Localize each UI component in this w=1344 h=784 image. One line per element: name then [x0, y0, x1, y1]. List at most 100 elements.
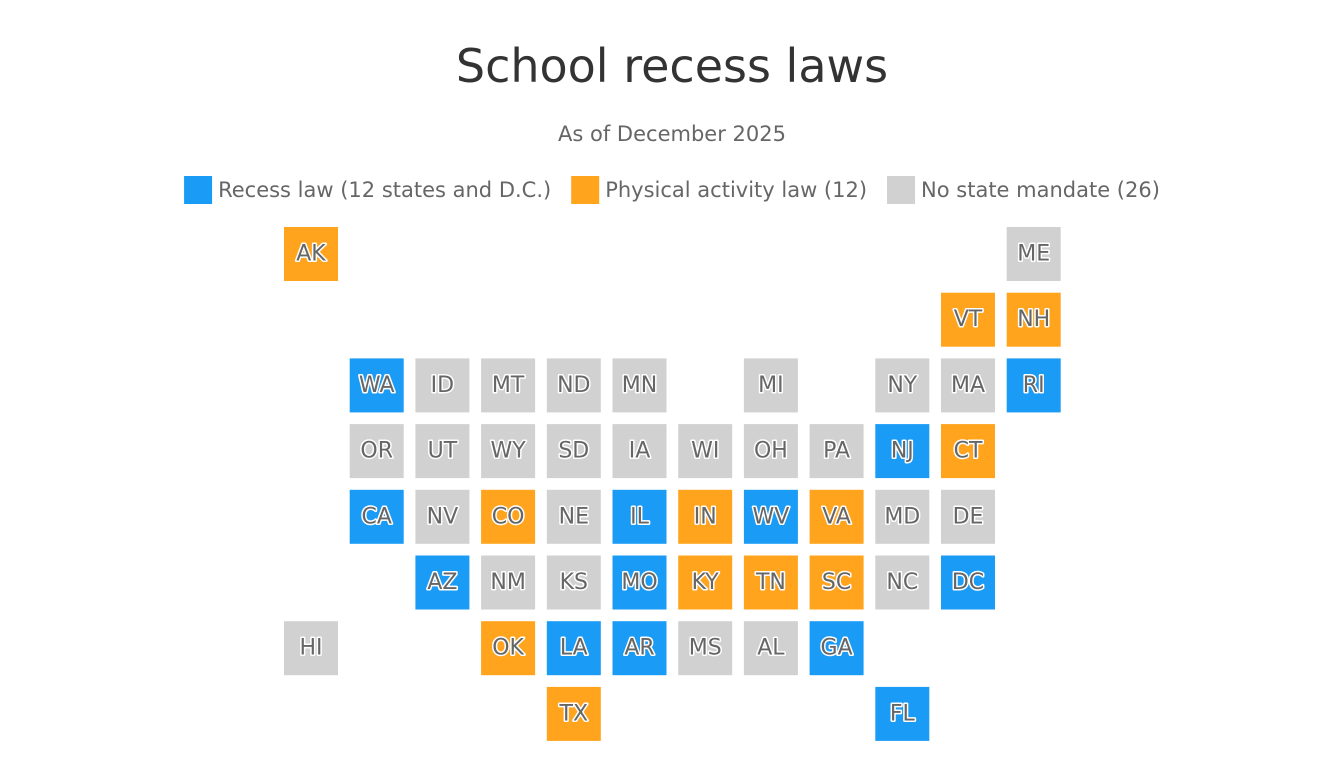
legend-item: Physical activity law (12) — [571, 176, 867, 204]
tile — [612, 621, 667, 676]
tile — [349, 424, 404, 479]
tile — [743, 358, 798, 413]
state-tile: IN — [678, 489, 733, 544]
state-tile: WA — [349, 358, 404, 413]
tile — [612, 489, 667, 544]
tile — [612, 424, 667, 479]
tile-label: PA — [823, 439, 850, 464]
tile — [546, 424, 601, 479]
tile-map: AK ME VT NH WA ID MT ND MN MI NY MA RI OR UT WY SD IA WI OH… — [284, 227, 1061, 741]
tile-label: KY — [692, 570, 720, 595]
tile — [743, 489, 798, 544]
tile-label: WI — [691, 439, 719, 464]
tile — [678, 424, 733, 479]
tile — [349, 489, 404, 544]
state-tile: HI — [284, 621, 338, 676]
tile-label: NC — [886, 570, 918, 595]
tile-label: MD — [884, 504, 920, 529]
tile — [941, 489, 995, 544]
tile-label: MS — [689, 636, 722, 661]
state-tile: NY — [875, 358, 930, 413]
tile — [546, 489, 601, 544]
state-tile: NE — [546, 489, 601, 544]
state-tile: DE — [941, 489, 995, 544]
tile-label: OH — [754, 439, 788, 464]
tile-label: NH — [1017, 307, 1050, 332]
tile — [612, 555, 667, 610]
legend-label: No state mandate (26) — [921, 178, 1160, 202]
tile-label: MN — [622, 373, 657, 398]
state-tile: NJ — [875, 424, 930, 479]
tile-label: WY — [490, 439, 526, 464]
tile-label: AL — [757, 636, 785, 661]
tile-label: ND — [557, 373, 590, 398]
tile — [546, 555, 601, 610]
state-tile: KY — [678, 555, 733, 610]
state-tile: WY — [481, 424, 536, 479]
tile-label: HI — [299, 636, 322, 661]
legend-swatch — [571, 176, 600, 204]
tile-label: WA — [359, 373, 395, 398]
legend-swatch — [184, 176, 213, 204]
legend: Recess law (12 states and D.C.) Physical … — [184, 176, 1160, 204]
tile-label: ME — [1017, 242, 1050, 267]
tile-label: NJ — [891, 439, 914, 464]
tile-label: AR — [624, 636, 654, 661]
state-tile: MI — [743, 358, 798, 413]
state-tile: MS — [678, 621, 733, 676]
tile — [809, 555, 864, 610]
tile — [546, 686, 601, 741]
tile-label: NE — [559, 504, 589, 529]
tile-label: KS — [560, 570, 588, 595]
tile — [678, 621, 733, 676]
state-tile: TN — [743, 555, 798, 610]
tile-label: IL — [630, 504, 649, 529]
state-tile: OR — [349, 424, 404, 479]
state-tile: IA — [612, 424, 667, 479]
tile-label: AZ — [427, 570, 457, 595]
state-tile: NM — [481, 555, 536, 610]
tile — [1006, 292, 1061, 347]
state-tile: VT — [941, 292, 995, 347]
tile-label: MT — [492, 373, 525, 398]
state-tile: MO — [612, 555, 667, 610]
tile — [743, 621, 798, 676]
tile-label: NY — [887, 373, 917, 398]
tile — [415, 555, 470, 610]
state-tile: MT — [481, 358, 536, 413]
tile — [941, 424, 995, 479]
state-tile: NC — [875, 555, 930, 610]
state-tile: OK — [481, 621, 536, 676]
tile — [546, 621, 601, 676]
tile — [481, 358, 536, 413]
tile — [415, 489, 470, 544]
state-tile: PA — [809, 424, 864, 479]
state-tile: ME — [1006, 227, 1061, 281]
state-tile: GA — [809, 621, 864, 676]
tile-label: FL — [890, 701, 916, 726]
tile — [743, 424, 798, 479]
tile — [678, 555, 733, 610]
state-tile: UT — [415, 424, 470, 479]
state-tile: TX — [546, 686, 601, 741]
legend-label: Recess law (12 states and D.C.) — [218, 178, 551, 202]
tile-label: NV — [427, 504, 459, 529]
state-tile: KS — [546, 555, 601, 610]
tile — [941, 292, 995, 347]
tile-label: CA — [361, 504, 391, 529]
tile — [612, 358, 667, 413]
state-tile: AZ — [415, 555, 470, 610]
state-tile: SD — [546, 424, 601, 479]
tile — [875, 489, 930, 544]
state-tile: ND — [546, 358, 601, 413]
tile — [875, 555, 930, 610]
legend-item: Recess law (12 states and D.C.) — [184, 176, 551, 204]
subtitle: As of December 2025 — [558, 122, 786, 146]
tile-label: VA — [822, 504, 851, 529]
tile — [875, 358, 930, 413]
state-tile: LA — [546, 621, 601, 676]
tile-label: DE — [953, 504, 984, 529]
state-tile: RI — [1006, 358, 1061, 413]
tile — [809, 489, 864, 544]
